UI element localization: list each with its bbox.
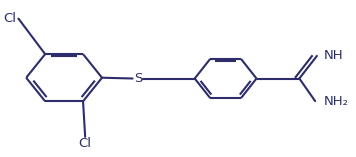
Text: NH: NH: [324, 49, 344, 62]
Text: NH₂: NH₂: [324, 95, 349, 108]
Text: Cl: Cl: [79, 137, 91, 150]
Text: S: S: [134, 72, 142, 85]
Text: Cl: Cl: [4, 12, 17, 25]
